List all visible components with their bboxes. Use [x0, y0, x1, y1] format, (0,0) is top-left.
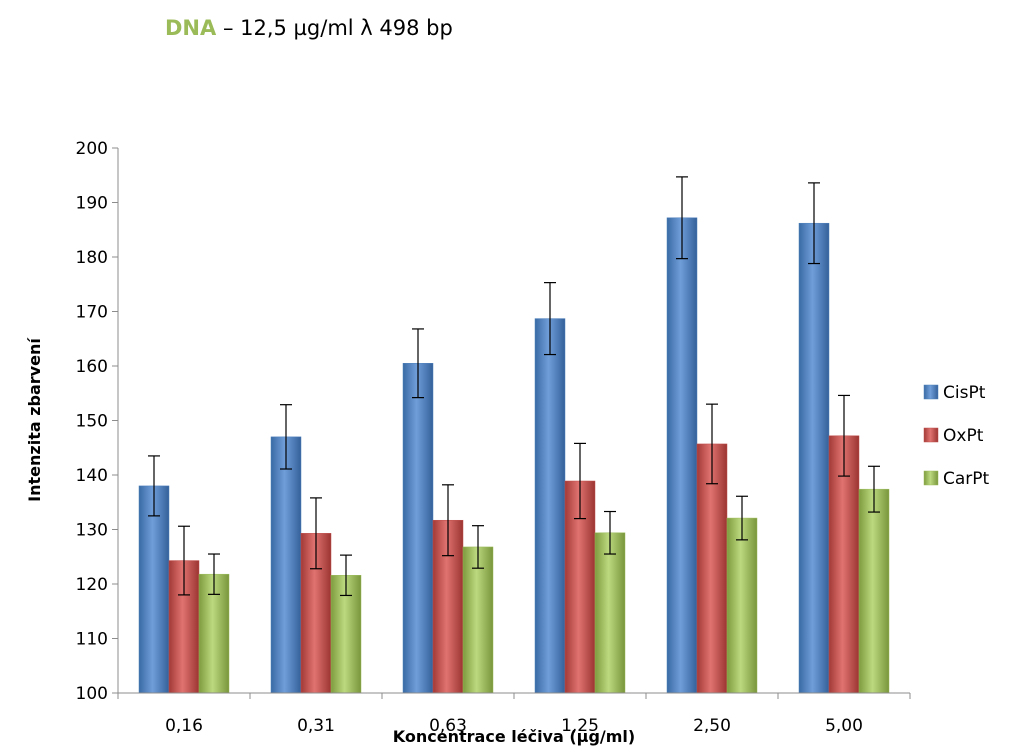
y-tick-label: 170 — [76, 303, 108, 323]
legend-swatch-cispt — [923, 384, 939, 400]
header-dna-label: DNA — [165, 16, 217, 40]
header-text: – 12,5 µg/ml λ 498 bp — [216, 16, 453, 40]
y-tick-label: 140 — [76, 466, 108, 486]
x-ticks: 0,16 0,31 0,63 1,25 2,50 5,00 — [117, 693, 911, 736]
x-tick-label: 0,16 — [165, 716, 203, 736]
x-tick-label: 2,50 — [693, 716, 731, 736]
bar-cispt — [270, 436, 302, 694]
bar-oxpt — [696, 443, 728, 694]
y-ticks: 100 110 120 130 140 150 160 170 180 190 200 — [76, 139, 118, 704]
y-tick-label: 150 — [76, 412, 108, 432]
y-tick-label: 200 — [76, 139, 108, 159]
bar-carpt — [726, 517, 758, 694]
y-tick-label: 180 — [76, 248, 108, 268]
x-axis-title: Koncentrace léčiva (µg/ml) — [393, 727, 635, 746]
legend: CisPt OxPt CarPt — [923, 383, 990, 489]
bars-layer — [138, 176, 890, 694]
x-tick-label: 5,00 — [825, 716, 863, 736]
y-tick-label: 160 — [76, 357, 108, 377]
legend-swatch-carpt — [923, 470, 939, 486]
x-tick-label: 1,25 — [561, 716, 599, 736]
bar-carpt — [594, 532, 626, 694]
y-tick-label: 190 — [76, 194, 108, 214]
y-tick-label: 110 — [76, 630, 108, 650]
bar-cispt — [798, 222, 830, 694]
y-tick-label: 130 — [76, 521, 108, 541]
legend-label-oxpt: OxPt — [943, 426, 984, 446]
bar-cispt — [138, 485, 170, 694]
y-axis-title: Intenzita zbarvení — [25, 337, 44, 502]
legend-label-cispt: CisPt — [943, 383, 986, 403]
x-tick-label: 0,31 — [297, 716, 335, 736]
x-tick-label: 0,63 — [429, 716, 467, 736]
y-tick-label: 100 — [76, 684, 108, 704]
bar-carpt — [462, 546, 494, 694]
axes-layer — [117, 148, 910, 694]
bar-cispt — [402, 363, 434, 694]
bar-cispt — [534, 318, 566, 694]
y-tick-label: 120 — [76, 575, 108, 595]
bar-cispt — [666, 217, 698, 694]
legend-swatch-oxpt — [923, 427, 939, 443]
bar-oxpt — [828, 435, 860, 694]
legend-label-carpt: CarPt — [943, 469, 990, 489]
bar-carpt — [858, 488, 890, 694]
chart-header: DNA – 12,5 µg/ml λ 498 bp — [165, 16, 453, 40]
